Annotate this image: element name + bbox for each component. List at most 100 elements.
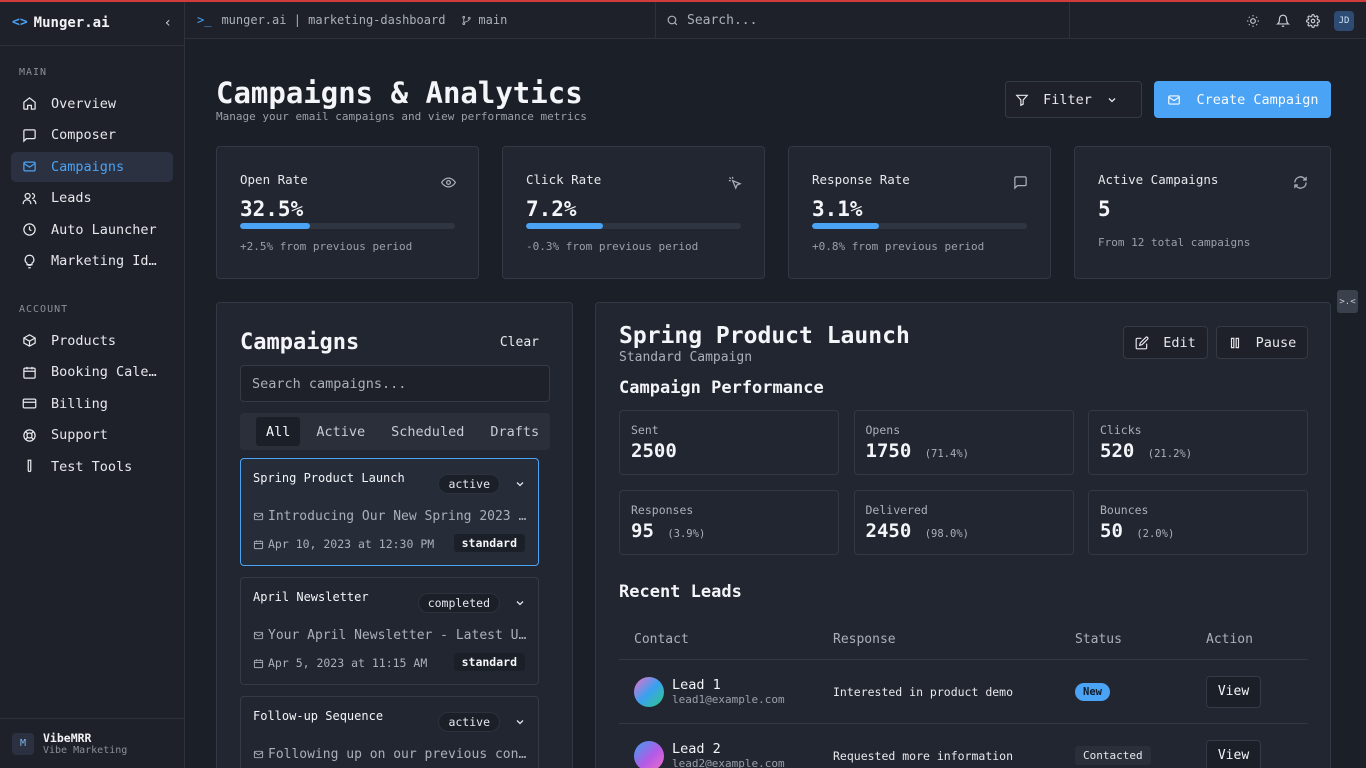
lead-email: lead1@example.com — [672, 693, 785, 706]
lead-name: Lead 2 — [672, 741, 721, 757]
status-badge: active — [438, 474, 500, 494]
sidebar-item-campaigns[interactable]: Campaigns — [11, 151, 173, 182]
eye-icon — [441, 177, 456, 188]
lead-email: lead2@example.com — [672, 757, 785, 768]
search-icon — [667, 15, 678, 25]
view-lead-button[interactable]: View — [1206, 675, 1261, 708]
campaign-date: Apr 5, 2023 at 11:15 AM — [253, 656, 427, 670]
sidebar-item-label: Booking Calen… — [51, 364, 162, 380]
campaign-detail-subtitle: Standard Campaign — [619, 350, 753, 365]
sidebar-item-marketing-ideas[interactable]: Marketing Ide… — [11, 246, 173, 276]
chevron-down-icon[interactable] — [514, 478, 526, 490]
avatar — [634, 740, 664, 768]
recent-leads-table: Contact Response Status Action Lead 1 le… — [619, 620, 1308, 768]
sidebar-item-label: Marketing Ide… — [51, 253, 162, 269]
git-branch-icon — [462, 15, 472, 25]
sidebar-item-test-tools[interactable]: Test Tools — [11, 452, 173, 482]
mail-icon — [253, 750, 264, 759]
campaign-card[interactable]: Follow-up Sequence active Following up o… — [240, 696, 539, 768]
performance-title: Campaign Performance — [619, 378, 824, 398]
brand-header: <> Munger.ai ‹ — [0, 0, 184, 46]
workspace-switcher[interactable]: M VibeMRR Vibe Marketing — [0, 718, 184, 768]
campaign-card[interactable]: April Newsletter completed Your April Ne… — [240, 577, 539, 685]
campaign-search-input[interactable]: Search campaigns... — [240, 365, 550, 402]
branch-indicator[interactable]: main — [461, 13, 507, 27]
status-badge: completed — [417, 593, 500, 613]
main-nav-heading: MAIN — [19, 67, 48, 78]
stat-value: 3.1% — [812, 197, 863, 221]
page-scrollbar[interactable] — [1360, 40, 1366, 768]
refresh-icon — [1294, 176, 1307, 189]
sidebar-item-products[interactable]: Products — [11, 326, 173, 356]
sidebar-item-label: Support — [51, 427, 108, 443]
top-bar: >_ munger.ai | marketing-dashboard main … — [185, 2, 1366, 39]
calendar-icon — [23, 366, 36, 379]
stat-value: 7.2% — [526, 197, 577, 221]
create-campaign-label: Create Campaign — [1196, 91, 1319, 108]
floating-widget-button[interactable]: >.< — [1337, 290, 1358, 313]
stat-title: Active Campaigns — [1098, 172, 1219, 187]
theme-toggle-icon[interactable] — [1238, 14, 1268, 28]
tab-all[interactable]: All — [256, 417, 301, 446]
clear-button[interactable]: Clear — [499, 335, 539, 350]
campaign-name: Spring Product Launch — [253, 471, 405, 485]
sidebar-item-label: Overview — [51, 95, 117, 112]
filter-button[interactable]: Filter — [1005, 81, 1142, 118]
chevron-down-icon[interactable] — [514, 716, 526, 728]
sidebar-item-label: Billing — [51, 395, 108, 412]
sidebar-item-overview[interactable]: Overview — [11, 89, 173, 119]
message-square-icon — [1014, 176, 1027, 190]
edit-button[interactable]: Edit — [1123, 326, 1208, 359]
chevron-down-icon[interactable] — [514, 597, 526, 609]
metric-label: Delivered — [865, 503, 928, 517]
collapse-sidebar-icon[interactable]: ‹ — [163, 14, 172, 31]
sidebar-item-billing[interactable]: Billing — [11, 389, 173, 419]
avatar — [634, 676, 664, 707]
metric-label: Sent — [631, 423, 659, 437]
lead-status-cell: New — [1075, 683, 1206, 701]
mail-icon — [23, 161, 36, 172]
sidebar-item-auto-launcher[interactable]: Auto Launcher — [11, 215, 173, 245]
terminal-icon: >_ — [197, 13, 212, 27]
credit-card-icon — [22, 398, 37, 409]
view-lead-button[interactable]: View — [1206, 739, 1261, 768]
sidebar-item-label: Products — [51, 332, 117, 349]
tab-active[interactable]: Active — [316, 423, 366, 440]
search-placeholder: Search... — [687, 12, 758, 28]
campaigns-panel-title: Campaigns — [240, 330, 360, 355]
project-path[interactable]: munger.ai | marketing-dashboard — [221, 13, 446, 27]
sidebar-item-label: Auto Launcher — [51, 221, 157, 238]
metric-card-sent: Sent 2500 — [619, 410, 839, 475]
create-campaign-button[interactable]: Create Campaign — [1154, 81, 1331, 118]
test-tube-icon — [27, 459, 32, 473]
campaign-search-placeholder: Search campaigns... — [252, 375, 407, 392]
tab-drafts[interactable]: Drafts — [490, 423, 540, 440]
campaign-card[interactable]: Spring Product Launch active Introducing… — [240, 458, 539, 566]
bell-icon[interactable] — [1268, 14, 1298, 28]
metric-card-bounces: Bounces 50 (2.0%) — [1088, 490, 1308, 555]
sidebar-item-support[interactable]: Support — [11, 420, 173, 450]
sidebar-item-label: Leads — [51, 190, 92, 206]
gear-icon[interactable] — [1298, 13, 1328, 28]
campaign-detail-title: Spring Product Launch — [619, 323, 910, 349]
lead-name: Lead 1 — [672, 677, 721, 693]
metric-value: 2450 (98.0%) — [865, 520, 969, 542]
campaign-type-badge: standard — [453, 653, 525, 671]
campaign-name: Follow-up Sequence — [253, 709, 384, 723]
sidebar-item-booking-calendar[interactable]: Booking Calen… — [11, 357, 173, 387]
campaign-name: April Newsletter — [253, 590, 369, 604]
pause-label: Pause — [1255, 334, 1297, 351]
tab-scheduled[interactable]: Scheduled — [391, 423, 465, 440]
global-search-input[interactable]: Search... — [655, 2, 1070, 38]
stat-card-click-rate: Click Rate 7.2% -0.3% from previous peri… — [502, 146, 765, 279]
sidebar-item-leads[interactable]: Leads — [11, 183, 173, 213]
pause-button[interactable]: Pause — [1216, 326, 1308, 359]
brand-name[interactable]: Munger.ai — [33, 14, 110, 31]
sidebar-item-composer[interactable]: Composer — [11, 120, 173, 150]
recent-leads-title: Recent Leads — [619, 582, 742, 602]
user-avatar[interactable]: JD — [1334, 10, 1354, 31]
stat-title: Click Rate — [526, 172, 602, 187]
table-header: Contact Response Status Action — [619, 620, 1308, 660]
campaigns-panel: Campaigns Clear Search campaigns... All … — [216, 302, 573, 768]
chevron-down-icon — [1108, 97, 1116, 102]
